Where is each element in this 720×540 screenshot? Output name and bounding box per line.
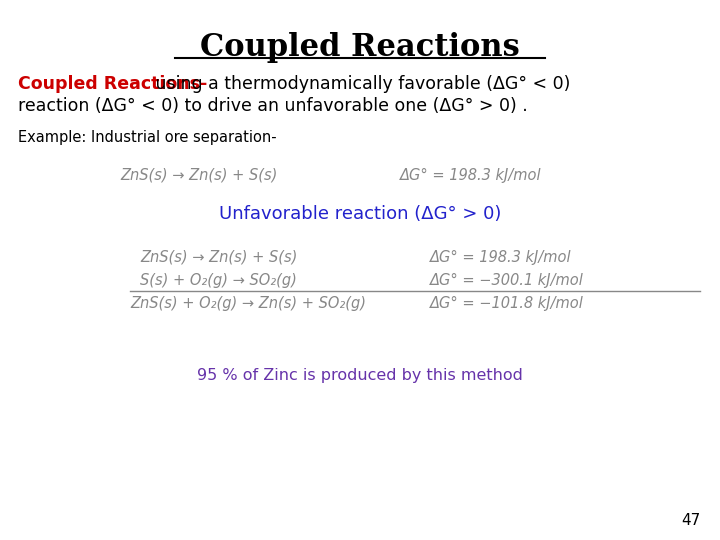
Text: ΔG° = 198.3 kJ/mol: ΔG° = 198.3 kJ/mol bbox=[400, 168, 541, 183]
Text: 47: 47 bbox=[680, 513, 700, 528]
Text: ZnS(s) + O₂(g) → Zn(s) + SO₂(g): ZnS(s) + O₂(g) → Zn(s) + SO₂(g) bbox=[130, 296, 366, 311]
Text: Coupled Reactions-: Coupled Reactions- bbox=[18, 75, 207, 93]
Text: Example: Industrial ore separation-: Example: Industrial ore separation- bbox=[18, 130, 276, 145]
Text: ΔG° = 198.3 kJ/mol: ΔG° = 198.3 kJ/mol bbox=[430, 250, 572, 265]
Text: using a thermodynamically favorable (ΔG° < 0): using a thermodynamically favorable (ΔG°… bbox=[150, 75, 570, 93]
Text: ΔG° = −101.8 kJ/mol: ΔG° = −101.8 kJ/mol bbox=[430, 296, 584, 311]
Text: 95 % of Zinc is produced by this method: 95 % of Zinc is produced by this method bbox=[197, 368, 523, 383]
Text: reaction (ΔG° < 0) to drive an unfavorable one (ΔG° > 0) .: reaction (ΔG° < 0) to drive an unfavorab… bbox=[18, 97, 528, 115]
Text: ZnS(s) → Zn(s) + S(s): ZnS(s) → Zn(s) + S(s) bbox=[120, 168, 277, 183]
Text: ΔG° = −300.1 kJ/mol: ΔG° = −300.1 kJ/mol bbox=[430, 273, 584, 288]
Text: S(s) + O₂(g) → SO₂(g): S(s) + O₂(g) → SO₂(g) bbox=[140, 273, 297, 288]
Text: Coupled Reactions: Coupled Reactions bbox=[200, 32, 520, 63]
Text: ZnS(s) → Zn(s) + S(s): ZnS(s) → Zn(s) + S(s) bbox=[140, 250, 297, 265]
Text: Unfavorable reaction (ΔG° > 0): Unfavorable reaction (ΔG° > 0) bbox=[219, 205, 501, 223]
